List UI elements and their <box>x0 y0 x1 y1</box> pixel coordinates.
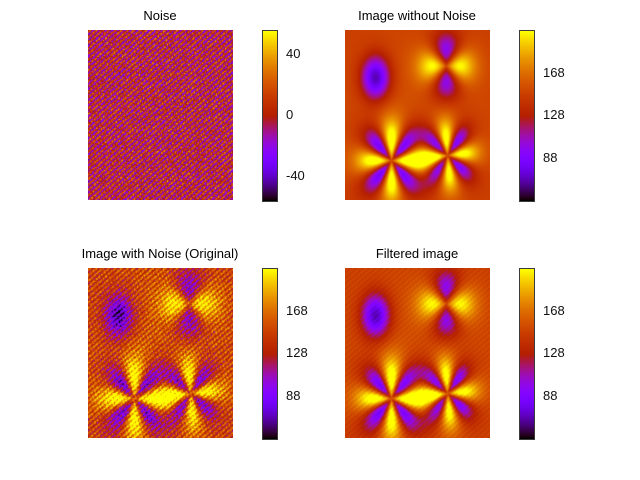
noisy-image <box>88 268 233 438</box>
subplot-noise-title: Noise <box>143 8 177 23</box>
clean-image <box>345 30 490 200</box>
subplot-filtered-title: Filtered image <box>375 246 459 261</box>
colorbar-tick-label: 128 <box>543 107 565 122</box>
colorbar-tick-label: 88 <box>543 387 558 403</box>
noise-colorbar <box>262 30 278 202</box>
colorbar-tick-label: 128 <box>543 345 565 360</box>
clean-colorbar <box>519 30 535 202</box>
filtered-colorbar <box>519 268 535 440</box>
filtered-image <box>345 268 490 438</box>
colorbar-tick-label: 88 <box>286 387 301 403</box>
subplot-noise: Noise 40 0 -40 <box>88 8 338 240</box>
subplot-clean-title: Image without Noise <box>358 8 476 23</box>
noise-image <box>88 30 233 200</box>
colorbar-tick-label: 40 <box>286 46 301 62</box>
subplot-image-with-noise: Image with Noise (Original) 168 128 88 <box>82 246 338 478</box>
noisy-colorbar <box>262 268 278 440</box>
subplot-image-without-noise: Image without Noise 168 128 88 <box>345 8 595 240</box>
colorbar-tick-label: 168 <box>543 302 565 318</box>
subplot-filtered-image: Filtered image 168 128 88 <box>345 246 595 478</box>
colorbar-tick-label: 168 <box>286 302 308 318</box>
colorbar-tick-label: 128 <box>286 345 308 360</box>
colorbar-tick-label: -40 <box>286 167 305 183</box>
colorbar-tick-label: 88 <box>543 149 558 165</box>
colorbar-tick-label: 0 <box>286 107 294 122</box>
subplot-noisy-title: Image with Noise (Original) <box>81 246 239 261</box>
colorbar-tick-label: 168 <box>543 64 565 80</box>
